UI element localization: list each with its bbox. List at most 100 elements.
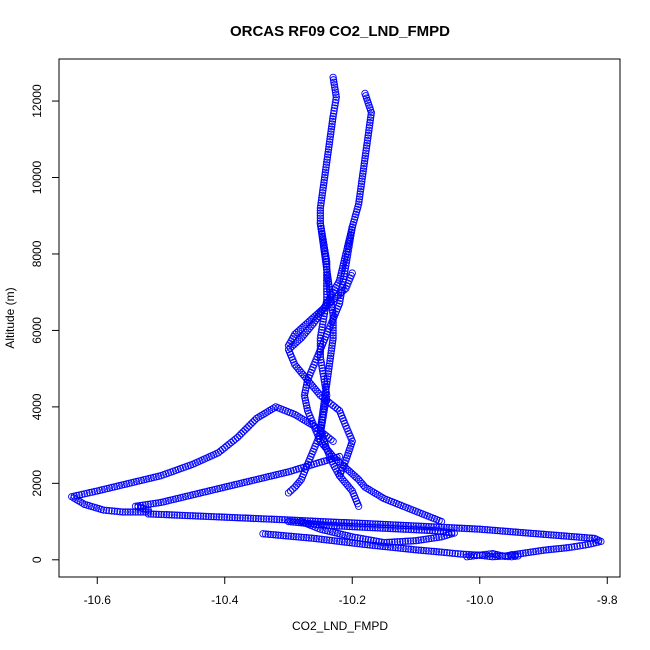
data-point: [374, 542, 382, 550]
data-point: [293, 412, 301, 420]
data-point: [318, 194, 326, 202]
data-point: [557, 532, 565, 540]
data-point: [318, 320, 327, 329]
data-point: [412, 537, 420, 545]
data-point: [262, 515, 271, 523]
data-point: [310, 422, 318, 430]
data-point: [511, 551, 519, 560]
data-point: [388, 538, 396, 546]
data-point: [317, 418, 326, 426]
data-point: [322, 263, 331, 271]
data-point: [454, 550, 462, 558]
data-point: [357, 185, 365, 193]
data-point: [404, 537, 412, 545]
data-point: [468, 525, 476, 533]
data-point: [318, 232, 326, 240]
data-point: [329, 324, 337, 332]
data-point: [273, 515, 281, 524]
data-point: [320, 178, 328, 187]
data-point: [478, 551, 486, 560]
data-point: [325, 138, 334, 146]
data-point: [283, 516, 291, 524]
data-point: [580, 533, 588, 542]
data-point: [542, 546, 550, 554]
data-point: [325, 536, 333, 544]
data-point: [131, 502, 140, 510]
data-point: [220, 513, 229, 521]
data-point: [367, 111, 375, 119]
data-point: [284, 489, 293, 497]
data-point: [341, 267, 349, 275]
data-point: [269, 404, 278, 412]
data-point: [573, 542, 581, 550]
data-point: [322, 260, 330, 268]
data-point: [389, 525, 397, 533]
data-point: [356, 523, 364, 531]
data-point: [333, 405, 342, 413]
data-point: [249, 418, 257, 426]
data-point: [391, 525, 400, 533]
data-point: [544, 546, 553, 554]
data-point: [361, 154, 369, 163]
data-point: [210, 513, 218, 521]
data-point: [323, 377, 331, 386]
data-point: [346, 522, 354, 531]
data-point: [312, 535, 321, 543]
data-point: [356, 190, 364, 198]
data-point: [383, 538, 391, 547]
data-point: [88, 488, 96, 496]
data-point: [365, 124, 373, 132]
data-point: [329, 109, 338, 118]
data-point: [527, 529, 535, 537]
data-point: [329, 437, 337, 445]
data-point: [324, 145, 333, 154]
data-point: [369, 488, 378, 496]
data-point: [456, 550, 465, 558]
data-point: [379, 520, 387, 529]
data-point: [565, 543, 573, 552]
data-point: [364, 134, 372, 142]
data-point: [317, 199, 325, 207]
data-point: [287, 518, 295, 526]
data-point: [483, 526, 492, 534]
data-point: [326, 357, 334, 365]
y-tick-label: 0: [30, 556, 44, 563]
data-point: [358, 519, 367, 528]
data-point: [321, 171, 329, 179]
data-point: [326, 130, 335, 138]
data-point: [372, 537, 380, 545]
data-point: [317, 201, 325, 210]
data-point: [367, 536, 375, 544]
data-point: [324, 278, 333, 286]
data-point: [422, 547, 430, 555]
data-point: [527, 548, 535, 556]
data-point: [320, 173, 329, 182]
data-point: [102, 506, 111, 515]
data-point: [239, 428, 247, 436]
data-point: [154, 499, 163, 507]
data-point: [68, 493, 76, 501]
data-point: [70, 494, 78, 502]
data-point: [319, 403, 328, 411]
data-point: [437, 523, 446, 531]
data-point: [364, 536, 372, 544]
data-point: [524, 548, 532, 557]
data-point: [321, 255, 329, 263]
data-point: [202, 512, 210, 521]
data-point: [354, 502, 363, 510]
data-point: [322, 257, 330, 266]
data-point: [317, 224, 325, 233]
data-point: [316, 214, 325, 222]
data-point: [524, 529, 532, 537]
data-point: [181, 511, 189, 520]
data-point: [305, 534, 313, 542]
data-point: [420, 526, 429, 534]
data-point: [588, 534, 596, 542]
data-point: [322, 385, 330, 393]
data-point: [367, 487, 376, 495]
data-point: [261, 409, 269, 417]
data-point: [356, 534, 364, 542]
data-point: [422, 535, 430, 543]
data-point: [356, 187, 365, 196]
data-point: [295, 413, 303, 421]
